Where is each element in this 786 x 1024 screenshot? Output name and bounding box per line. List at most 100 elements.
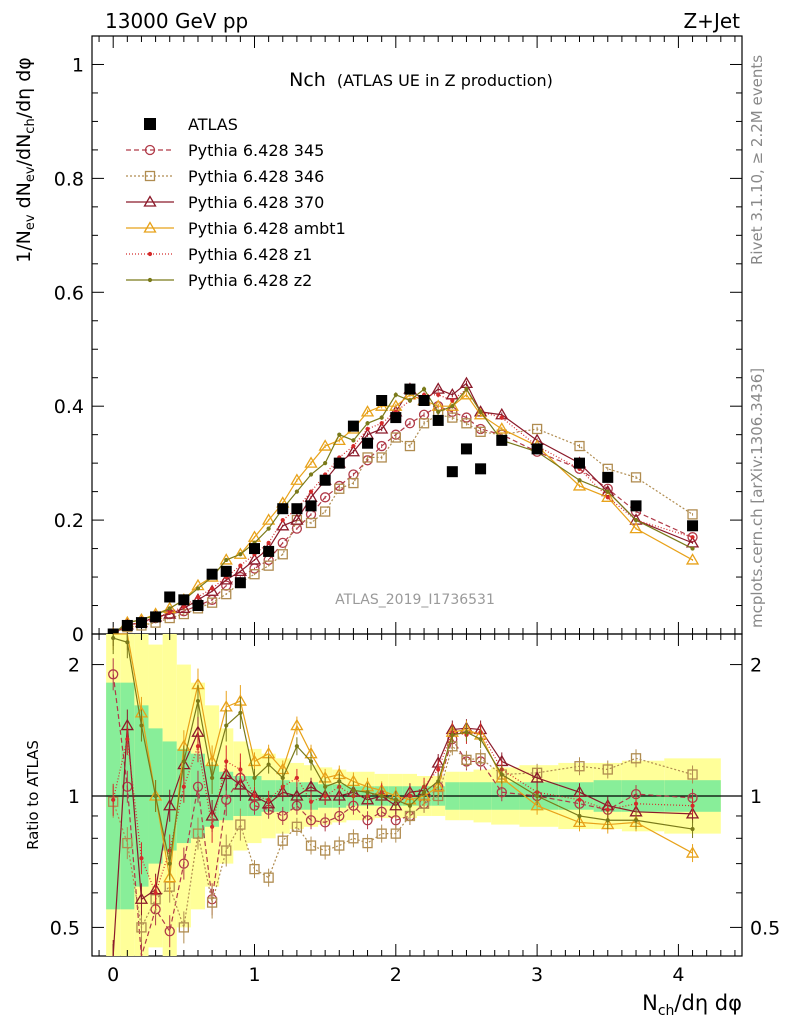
ratio-panel-frame <box>91 633 743 957</box>
ratio-series-point <box>125 640 130 645</box>
data-point <box>390 412 402 424</box>
series-point <box>404 440 416 452</box>
ratio-series-point <box>304 779 318 792</box>
ratio-series-point <box>577 813 582 819</box>
series-point <box>436 409 441 414</box>
series-point <box>163 607 177 619</box>
series-point <box>266 526 271 531</box>
series-point <box>605 489 610 494</box>
ratio-series-point <box>192 781 204 792</box>
process-label: Z+Jet <box>683 9 740 33</box>
series-point <box>263 560 274 571</box>
data-point <box>496 434 508 446</box>
series-point <box>376 440 387 452</box>
ratio-series-point <box>249 863 260 875</box>
ratio-series-point <box>163 798 177 811</box>
ratio-series-point <box>266 797 271 802</box>
data-point <box>164 591 176 603</box>
series-point <box>687 532 698 543</box>
legend-marker <box>143 195 157 207</box>
chart-title: Nch (ATLAS UE in Z production) <box>289 69 553 91</box>
ratio-series-point <box>334 840 345 851</box>
ratio-series-point <box>247 754 262 767</box>
series-point <box>351 438 356 443</box>
ratio-series-point <box>277 810 288 822</box>
data-point <box>446 466 458 478</box>
series-point <box>531 423 543 435</box>
series-point <box>379 421 384 426</box>
data-point <box>192 600 204 612</box>
series-point <box>630 472 642 483</box>
energy-label: 13000 GeV pp <box>105 9 248 33</box>
series-point <box>210 586 215 591</box>
series-point <box>574 440 585 452</box>
ratio-series-point <box>290 718 304 731</box>
ratio-axis-ticks: 0 1 2 3 4 0.5 0.5 1 1 2 2 <box>50 634 780 986</box>
series-point <box>362 452 373 463</box>
data-point <box>602 471 614 483</box>
ratio-series-point <box>323 784 328 789</box>
ratio-series-point <box>687 769 698 780</box>
series-point <box>450 398 455 403</box>
data-point <box>220 565 232 577</box>
legend-label: Pythia 6.428 z2 <box>188 271 312 290</box>
ratio-series-point <box>685 846 700 858</box>
legend-marker <box>144 170 156 182</box>
series-point <box>290 513 304 525</box>
series-point <box>238 563 243 568</box>
series-point <box>318 439 332 451</box>
series-point <box>266 540 271 545</box>
data-point <box>121 619 133 631</box>
series-point <box>290 473 304 485</box>
ratio-series-point <box>122 837 133 849</box>
series-point <box>390 432 401 443</box>
series-point <box>404 418 416 429</box>
ratio-series-point <box>238 710 243 716</box>
series-point <box>499 415 504 420</box>
legend-marker <box>143 221 157 233</box>
ratio-series-point <box>574 761 585 772</box>
data-point <box>460 443 472 455</box>
ratio-series-point <box>277 835 288 846</box>
y-tick-label: 0.8 <box>54 168 84 190</box>
series-point <box>577 478 582 483</box>
ratio-series-point <box>535 793 540 799</box>
series-point <box>233 547 247 559</box>
ratio-series-point <box>379 793 384 799</box>
series-point <box>348 477 359 489</box>
series-point <box>690 546 695 551</box>
main-panel: ATLAS_2019_I1736531 Nch (ATLAS UE in Z p… <box>54 35 743 646</box>
main-axis-ticks: 0 0.2 0.4 0.6 0.8 1 <box>54 36 742 646</box>
ratio-series-point <box>233 778 247 790</box>
ratio-series-point <box>633 801 639 806</box>
ratio-series-point <box>431 779 445 792</box>
ratio-series-point <box>290 789 304 801</box>
series-point <box>337 432 342 437</box>
data-point <box>150 611 162 623</box>
data-point <box>305 500 317 512</box>
y-tick-label: 0.6 <box>54 282 84 304</box>
series-point <box>167 610 172 615</box>
ratio-series-point <box>376 806 387 817</box>
ratio-series-point <box>139 856 144 861</box>
series-point <box>436 392 441 397</box>
series-point <box>195 594 201 600</box>
series-point <box>238 552 243 557</box>
ratio-series-point <box>195 698 201 704</box>
series-point <box>167 606 172 611</box>
mcplots-label: mcplots.cern.ch [arXiv:1306.3436] <box>748 368 766 628</box>
series-point <box>450 404 455 409</box>
ratio-series-point <box>263 872 274 883</box>
series-point <box>421 387 427 392</box>
data-point <box>333 457 345 469</box>
ratio-series-point <box>294 775 299 781</box>
ratio-series-point <box>389 798 403 811</box>
x-tick-label: 4 <box>672 964 684 986</box>
series-point <box>478 409 483 414</box>
series-point <box>224 557 229 563</box>
series-point <box>445 399 459 411</box>
ratio-series-point <box>365 790 370 795</box>
ratio-series-point <box>450 732 455 738</box>
series-point <box>221 588 232 600</box>
series-point <box>346 444 361 457</box>
